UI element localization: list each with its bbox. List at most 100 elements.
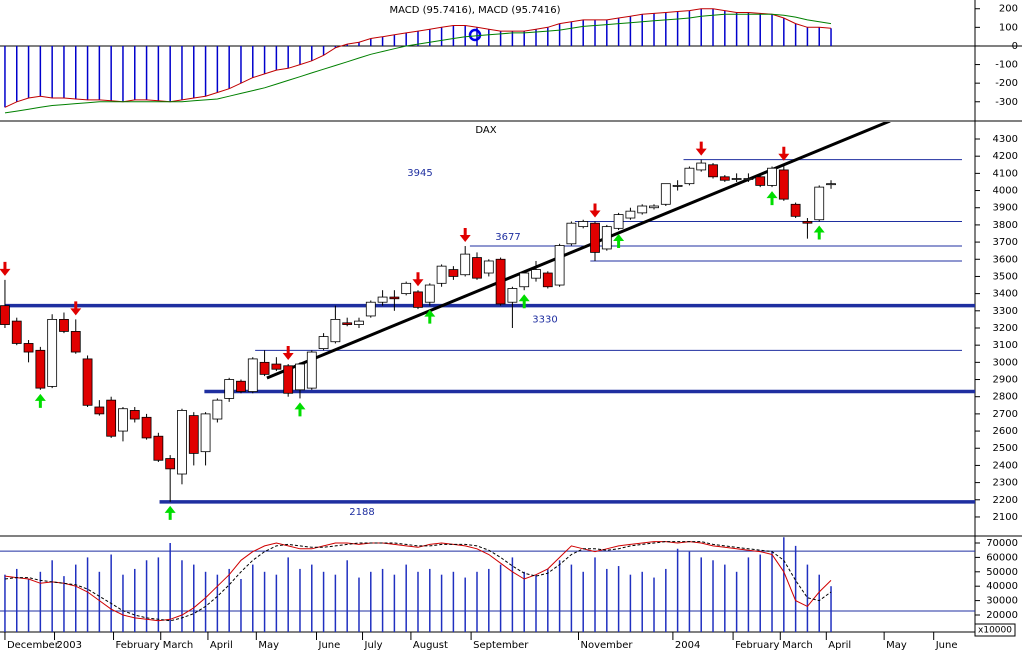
unit-box xyxy=(974,623,1016,637)
y-tick-label: 60000 xyxy=(986,552,1018,563)
candle-body xyxy=(94,406,105,415)
candle-body xyxy=(601,226,612,250)
candle-body xyxy=(625,210,636,219)
candle-body xyxy=(153,435,164,461)
sell-arrow xyxy=(412,272,424,287)
level-label: 3330 xyxy=(532,315,557,326)
sell-arrow xyxy=(589,203,601,218)
candle-body xyxy=(802,221,813,224)
buy-arrow xyxy=(424,309,436,324)
y-tick-label: 100 xyxy=(999,22,1018,33)
y-tick-label: 3000 xyxy=(993,357,1018,368)
sell-arrow xyxy=(70,301,82,316)
x-tick-label: July xyxy=(364,640,383,651)
candle-body xyxy=(259,361,270,375)
candle-body xyxy=(389,296,400,300)
sell-arrow xyxy=(0,261,11,276)
candle-body xyxy=(141,416,152,439)
candle-body xyxy=(354,320,364,325)
candle-body xyxy=(188,415,199,454)
candle-body xyxy=(424,284,435,303)
candle-body xyxy=(365,301,376,317)
y-tick-label: 4000 xyxy=(993,186,1018,197)
x-tick-label: April xyxy=(828,640,851,651)
sell-arrow xyxy=(695,141,707,156)
y-tick-label: 3400 xyxy=(993,289,1018,300)
candle-body xyxy=(566,222,577,245)
candle-body xyxy=(413,291,423,308)
buy-arrow xyxy=(34,393,46,408)
candle-body xyxy=(755,176,766,186)
buy-arrow xyxy=(613,234,625,249)
y-tick-label: 2400 xyxy=(993,460,1018,471)
y-tick-label: 3700 xyxy=(993,237,1018,248)
candle-body xyxy=(472,257,482,279)
candle-body xyxy=(531,269,541,279)
candle-body xyxy=(660,183,671,205)
x-tick-label: September xyxy=(473,640,529,651)
candle-body xyxy=(129,410,140,420)
x-tick-label: June xyxy=(318,640,341,651)
candle-body xyxy=(35,349,46,389)
candle-body xyxy=(637,205,648,214)
candle-body xyxy=(200,413,211,453)
y-tick-label: 40000 xyxy=(986,581,1018,592)
y-tick-label: 3500 xyxy=(993,271,1018,282)
candle-body xyxy=(295,363,305,391)
candle-body xyxy=(767,167,777,186)
candle-body xyxy=(731,178,742,180)
sell-arrow xyxy=(282,346,294,361)
candle-body xyxy=(708,164,718,178)
buy-arrow xyxy=(294,402,306,417)
candle-body xyxy=(247,358,258,392)
x-tick-label: 2003 xyxy=(57,640,82,651)
candle-body xyxy=(542,272,553,288)
candle-body xyxy=(719,176,730,181)
x-tick-label: 2004 xyxy=(675,640,700,651)
y-tick-label: 4200 xyxy=(993,151,1018,162)
candle-body xyxy=(649,205,659,209)
candle-body xyxy=(224,379,235,399)
candle-body xyxy=(743,178,754,180)
x-tick-label: April xyxy=(210,640,233,651)
candle-body xyxy=(507,288,518,303)
candle-body xyxy=(23,343,34,353)
annotation: 3945 xyxy=(407,168,432,179)
sell-arrow xyxy=(459,228,471,243)
candle-body xyxy=(790,203,801,217)
candle-body xyxy=(70,331,81,353)
x-tick-label: March xyxy=(163,640,193,651)
y-tick-label: -300 xyxy=(995,97,1018,108)
candle-body xyxy=(47,318,58,387)
candle-body xyxy=(236,380,246,392)
x-tick-label: May xyxy=(886,640,907,651)
y-tick-label: 3600 xyxy=(993,254,1018,265)
candle-body xyxy=(554,245,565,286)
candle-body xyxy=(106,399,117,437)
sell-arrow xyxy=(778,146,790,161)
candle-body xyxy=(684,167,695,185)
candle-body xyxy=(401,282,412,295)
level-label: 3677 xyxy=(495,232,520,243)
candle-body xyxy=(590,222,600,253)
x-tick-label: May xyxy=(258,640,279,651)
candle-body xyxy=(460,253,471,276)
x-tick-label: November xyxy=(580,640,633,651)
buy-arrow xyxy=(518,294,530,309)
y-tick-label: 2800 xyxy=(993,392,1018,403)
candle-body xyxy=(672,184,683,187)
candle-body xyxy=(283,365,294,394)
x-tick-label: August xyxy=(413,640,448,651)
candle-body xyxy=(696,162,707,171)
y-tick-label: 2600 xyxy=(993,426,1018,437)
x-tick-label: March xyxy=(782,640,812,651)
price-title: DAX xyxy=(475,125,496,136)
y-tick-label: 2500 xyxy=(993,443,1018,454)
y-tick-label: 20000 xyxy=(986,610,1018,621)
line xyxy=(4,8,832,108)
candle-body xyxy=(342,322,353,325)
candle-body xyxy=(82,358,93,406)
candle-body xyxy=(377,296,388,303)
x-tick-label: February xyxy=(116,640,160,651)
